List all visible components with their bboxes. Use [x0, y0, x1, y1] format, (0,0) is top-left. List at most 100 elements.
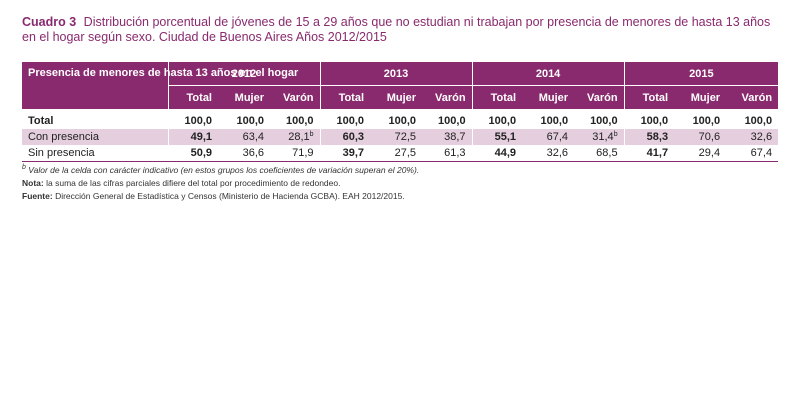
year-header-2012: 2012 — [167, 62, 321, 86]
cell-value: 32,6 — [750, 131, 773, 143]
table-cell: 32,6 — [522, 145, 575, 162]
fuente-text: Dirección General de Estadística y Censo… — [55, 191, 405, 201]
cell-value: 100,0 — [336, 115, 365, 127]
table-cell: 58,3 — [623, 129, 675, 145]
cell-value: 44,9 — [494, 147, 517, 159]
cell-value: 100,0 — [488, 115, 517, 127]
table-cell: 49,1 — [167, 129, 218, 145]
cell-value: 36,6 — [242, 147, 264, 159]
cell-value: 41,7 — [646, 147, 669, 159]
cell-value: 100,0 — [640, 115, 669, 127]
cell-value: 55,1 — [494, 131, 517, 143]
data-table: Presencia de menores de hasta 13 años en… — [22, 62, 779, 162]
cell-value: 100,0 — [236, 115, 264, 127]
table-cell: 36,6 — [218, 145, 270, 162]
table-cell: 100,0 — [674, 109, 727, 129]
col-mujer: Mujer — [522, 85, 575, 111]
table-cell: 55,1 — [471, 129, 523, 145]
cell-value: 38,7 — [444, 131, 466, 143]
year-header-2013: 2013 — [319, 62, 473, 86]
table-title: Cuadro 3 Distribución porcentual de jóve… — [22, 15, 782, 45]
table-cell: 61,3 — [422, 145, 473, 162]
col-varon: Varón — [270, 85, 321, 111]
table-cell: 71,9 — [270, 145, 321, 162]
table-row: Con presencia 49,1 63,4 28,1b 60,3 72,5 38,7 55… — [22, 129, 779, 145]
table-notes: b Valor de la celda con carácter indicat… — [22, 164, 782, 203]
cell-value: 100,0 — [692, 115, 721, 127]
col-varon: Varón — [726, 85, 779, 111]
table-cell: 70,6 — [674, 129, 727, 145]
table-cell: 100,0 — [574, 109, 625, 129]
nota-text: la suma de las cifras parciales difiere … — [46, 178, 341, 188]
table-cell: 41,7 — [623, 145, 675, 162]
title-text: Distribución porcentual de jóvenes de 15… — [22, 15, 771, 44]
table-cell: 100,0 — [218, 109, 270, 129]
table-cell: 29,4 — [674, 145, 727, 162]
cell-value: 100,0 — [540, 115, 569, 127]
cell-value: 70,6 — [698, 131, 721, 143]
cell-value: 31,4 — [592, 131, 614, 143]
table-cell: 100,0 — [471, 109, 523, 129]
cell-value: 50,9 — [190, 147, 212, 159]
cell-value: 32,6 — [546, 147, 569, 159]
year-header-2014: 2014 — [471, 62, 625, 86]
row-label: Sin presencia — [22, 145, 168, 162]
cell-value: 100,0 — [744, 115, 773, 127]
cell-value: 72,5 — [394, 131, 417, 143]
table-cell: 67,4 — [726, 145, 779, 162]
col-total: Total — [471, 85, 523, 111]
table-cell: 72,5 — [370, 129, 423, 145]
row-label: Total — [22, 109, 168, 129]
table-cell: 32,6 — [726, 129, 779, 145]
table-cell: 100,0 — [167, 109, 218, 129]
cell-value: 100,0 — [184, 115, 212, 127]
col-mujer: Mujer — [370, 85, 423, 111]
table-cell: 44,9 — [471, 145, 523, 162]
col-mujer: Mujer — [218, 85, 270, 111]
col-total: Total — [167, 85, 218, 111]
cell-value: 67,4 — [546, 131, 569, 143]
cell-value: 58,3 — [646, 131, 669, 143]
footnote-text: Valor de la celda con carácter indicativ… — [28, 165, 420, 175]
nota-label: Nota: — [22, 178, 44, 188]
year-header-2015: 2015 — [623, 62, 779, 86]
table-cell: 100,0 — [370, 109, 423, 129]
table-cell: 38,7 — [422, 129, 473, 145]
table-cell: 100,0 — [522, 109, 575, 129]
cell-value: 100,0 — [590, 115, 618, 127]
stub-header: Presencia de menores de hasta 13 años en… — [22, 62, 298, 111]
cell-value: 49,1 — [190, 131, 212, 143]
title-label: Cuadro 3 — [22, 15, 77, 29]
cell-value: 61,3 — [444, 147, 466, 159]
nota-line: Nota: la suma de las cifras parciales di… — [22, 177, 782, 190]
col-total: Total — [319, 85, 371, 111]
table-body: Total 100,0 100,0 100,0 100,0 100,0 100,0 100,0… — [22, 109, 779, 162]
cell-value: 28,1 — [288, 131, 310, 143]
table-cell: 27,5 — [370, 145, 423, 162]
table-cell: 60,3 — [319, 129, 371, 145]
table-cell: 28,1b — [270, 129, 321, 145]
cell-value: 39,7 — [342, 147, 365, 159]
table-cell: 68,5 — [574, 145, 625, 162]
table-cell: 31,4b — [574, 129, 625, 145]
table-cell: 50,9 — [167, 145, 218, 162]
cell-value: 68,5 — [596, 147, 618, 159]
table-cell: 100,0 — [726, 109, 779, 129]
footnote-mark: b — [22, 164, 26, 171]
table-cell: 100,0 — [623, 109, 675, 129]
cell-value: 100,0 — [286, 115, 314, 127]
fuente-label: Fuente: — [22, 191, 53, 201]
table-cell: 100,0 — [270, 109, 321, 129]
table-cell: 39,7 — [319, 145, 371, 162]
cell-value: 67,4 — [750, 147, 773, 159]
cell-value: 27,5 — [394, 147, 417, 159]
table-cell: 100,0 — [319, 109, 371, 129]
col-mujer: Mujer — [674, 85, 727, 111]
col-total: Total — [623, 85, 675, 111]
cell-footnote-mark: b — [309, 131, 314, 138]
cell-value: 100,0 — [438, 115, 466, 127]
table-cell: 100,0 — [422, 109, 473, 129]
col-varon: Varón — [574, 85, 625, 111]
cell-value: 29,4 — [698, 147, 721, 159]
table-cell: 67,4 — [522, 129, 575, 145]
